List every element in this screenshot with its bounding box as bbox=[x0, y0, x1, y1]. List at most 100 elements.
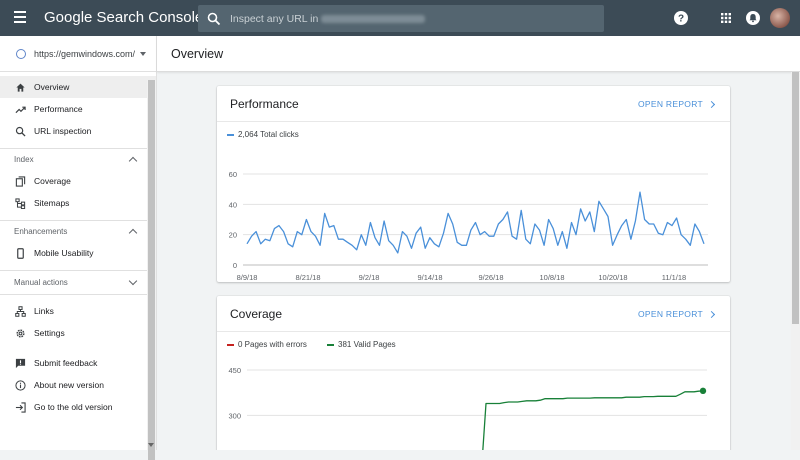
globe-icon bbox=[16, 48, 26, 59]
chevron-down-icon bbox=[128, 276, 138, 286]
sidebar-item-label: About new version bbox=[34, 380, 104, 390]
errors-legend[interactable]: 0 Pages with errors bbox=[227, 340, 307, 349]
sidebar-item-coverage[interactable]: Coverage bbox=[0, 170, 156, 192]
series-line-1 bbox=[482, 390, 704, 450]
sidebar-item-label: Coverage bbox=[34, 176, 71, 186]
sidebar-scrollbar[interactable] bbox=[147, 80, 156, 460]
x-tick-label: 8/9/18 bbox=[237, 273, 258, 280]
open-report-label: OPEN REPORT bbox=[637, 309, 703, 319]
card-title: Coverage bbox=[230, 307, 283, 321]
series-line-0 bbox=[246, 191, 705, 254]
section-enhancements-toggle[interactable]: Enhancements bbox=[0, 220, 156, 242]
y-tick-label: 300 bbox=[228, 411, 241, 420]
sidebar-item-label: Go to the old version bbox=[34, 402, 113, 412]
feedback-icon bbox=[15, 358, 25, 368]
search-placeholder-property-blurred bbox=[321, 14, 426, 23]
legend-swatch bbox=[227, 133, 234, 136]
property-selector[interactable]: https://gemwindows.com/ bbox=[0, 36, 156, 72]
sidebar-item-submit-feedback[interactable]: Submit feedback bbox=[0, 352, 156, 374]
card-title: Performance bbox=[230, 97, 299, 111]
y-tick-label: 450 bbox=[228, 366, 241, 375]
sidebar-item-label: Sitemaps bbox=[34, 198, 70, 208]
top-bar: Google Search Console Inspect any URL in… bbox=[0, 0, 800, 36]
gear-icon bbox=[15, 328, 25, 338]
sidebar-item-links[interactable]: Links bbox=[0, 300, 156, 322]
phone-icon bbox=[16, 247, 24, 259]
coverage-icon bbox=[15, 175, 25, 187]
svg-text:?: ? bbox=[678, 14, 684, 25]
legend-label: 2,064 Total clicks bbox=[238, 130, 299, 139]
performance-open-report-link[interactable]: OPEN REPORT bbox=[637, 99, 716, 109]
scroll-down-arrow-icon[interactable] bbox=[148, 443, 154, 447]
legend-label: 381 Valid Pages bbox=[338, 340, 396, 349]
sidebar-scrollbar-thumb[interactable] bbox=[148, 80, 155, 460]
account-avatar[interactable] bbox=[770, 8, 790, 28]
clicks-legend[interactable]: 2,064 Total clicks bbox=[227, 130, 299, 139]
notifications-bell-icon[interactable] bbox=[745, 10, 761, 26]
dropdown-caret-icon bbox=[140, 51, 146, 56]
url-inspection-search[interactable]: Inspect any URL in bbox=[198, 5, 604, 32]
chevron-right-icon bbox=[707, 310, 716, 318]
chevron-right-icon bbox=[707, 100, 716, 108]
x-tick-label: 9/2/18 bbox=[359, 273, 380, 280]
legend-label: 0 Pages with errors bbox=[238, 340, 307, 349]
section-index-toggle[interactable]: Index bbox=[0, 148, 156, 170]
section-title: Index bbox=[14, 155, 34, 164]
x-tick-label: 8/21/18 bbox=[295, 273, 320, 280]
coverage-chart: 150300450 bbox=[228, 366, 707, 450]
sidebar-item-label: Settings bbox=[34, 328, 65, 338]
sidebar-item-label: Performance bbox=[34, 104, 83, 114]
help-icon[interactable]: ? bbox=[673, 10, 689, 26]
sidebar-item-performance[interactable]: Performance bbox=[0, 98, 156, 120]
sidebar: https://gemwindows.com/ Overview Perform… bbox=[0, 36, 157, 460]
legend-swatch bbox=[227, 343, 234, 346]
sidebar-item-settings[interactable]: Settings bbox=[0, 322, 156, 344]
y-tick-label: 0 bbox=[233, 261, 237, 270]
series-end-point bbox=[699, 387, 707, 395]
property-url: https://gemwindows.com/ bbox=[34, 48, 136, 59]
sidebar-item-mobile-usability[interactable]: Mobile Usability bbox=[0, 242, 156, 264]
sidebar-item-label: Links bbox=[34, 306, 54, 316]
open-report-label: OPEN REPORT bbox=[637, 99, 703, 109]
trending-up-icon bbox=[14, 106, 26, 113]
sidebar-item-sitemaps[interactable]: Sitemaps bbox=[0, 192, 156, 214]
sidebar-item-label: Submit feedback bbox=[34, 358, 98, 368]
y-tick-label: 40 bbox=[229, 200, 237, 209]
x-tick-label: 10/8/18 bbox=[539, 273, 564, 280]
performance-chart: 0 20 40 60 8/9/18 8/21/18 9/2/18 9/14/18 9/26/18… bbox=[229, 170, 708, 280]
sidebar-item-url-inspection[interactable]: URL inspection bbox=[0, 120, 156, 142]
section-title: Manual actions bbox=[14, 278, 68, 287]
page-header: Overview bbox=[157, 36, 800, 72]
search-icon bbox=[207, 12, 221, 25]
main-content: Performance OPEN REPORT 2,064 Total clic… bbox=[157, 72, 791, 450]
chevron-up-icon bbox=[128, 228, 138, 238]
info-icon bbox=[14, 379, 26, 391]
main-scrollbar[interactable] bbox=[791, 72, 800, 450]
apps-grid-icon[interactable] bbox=[718, 10, 734, 26]
search-placeholder: Inspect any URL in bbox=[230, 12, 319, 25]
links-icon bbox=[14, 305, 26, 317]
sidebar-item-label: Overview bbox=[34, 82, 70, 92]
valid-legend[interactable]: 381 Valid Pages bbox=[327, 340, 396, 349]
chevron-up-icon bbox=[128, 156, 138, 166]
exit-icon bbox=[15, 401, 26, 413]
section-manual-actions-toggle[interactable]: Manual actions bbox=[0, 270, 156, 294]
coverage-open-report-link[interactable]: OPEN REPORT bbox=[637, 309, 716, 319]
sidebar-item-label: URL inspection bbox=[34, 126, 92, 136]
sidebar-item-overview[interactable]: Overview bbox=[0, 76, 156, 98]
sidebar-item-about-new-version[interactable]: About new version bbox=[0, 374, 156, 396]
app-title[interactable]: Google Search Console bbox=[44, 9, 204, 26]
x-tick-label: 11/1/18 bbox=[662, 273, 686, 280]
x-tick-label: 9/14/18 bbox=[417, 273, 442, 280]
performance-card: Performance OPEN REPORT 2,064 Total clic… bbox=[217, 86, 730, 282]
home-icon bbox=[15, 83, 25, 92]
menu-icon[interactable] bbox=[10, 8, 30, 28]
main-scrollbar-thumb[interactable] bbox=[792, 72, 799, 324]
sidebar-item-label: Mobile Usability bbox=[34, 248, 94, 258]
sidebar-item-old-version[interactable]: Go to the old version bbox=[0, 396, 156, 418]
page-title: Overview bbox=[171, 47, 224, 61]
x-tick-label: 10/20/18 bbox=[598, 273, 627, 280]
y-tick-label: 60 bbox=[229, 170, 237, 179]
coverage-card: Coverage OPEN REPORT 0 Pages with errors… bbox=[217, 296, 730, 450]
section-title: Enhancements bbox=[14, 227, 68, 236]
